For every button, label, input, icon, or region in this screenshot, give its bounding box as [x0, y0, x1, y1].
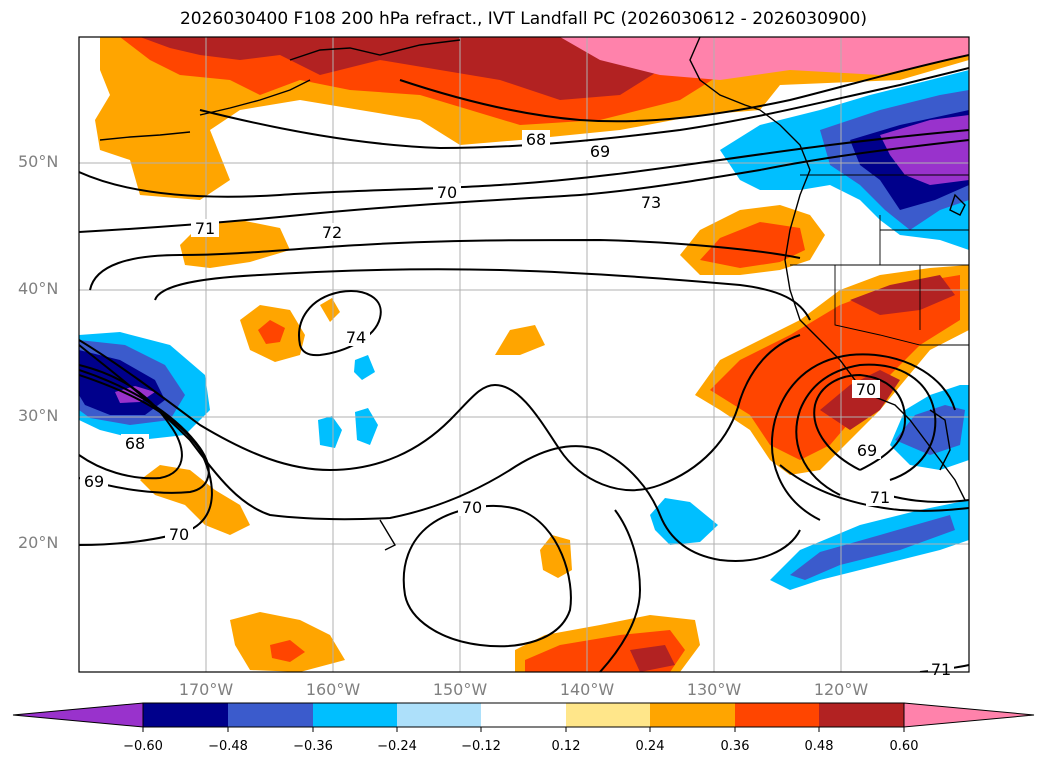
contour-label-72: 72 — [322, 223, 342, 242]
shade-positive-subtrop — [540, 535, 572, 578]
colorbar-bin — [143, 703, 228, 727]
borders — [790, 174, 969, 346]
label-bg-69-east — [853, 441, 881, 459]
map-title: 2026030400 F108 200 hPa refract., IVT La… — [179, 9, 867, 29]
colorbar-max-triangle — [903, 702, 1035, 728]
shade-positive-south-2-max — [630, 645, 675, 672]
contour-label-74: 74 — [346, 328, 366, 347]
colorbar-tick-label: −0.24 — [377, 739, 417, 754]
contour-label-68-top: 68 — [526, 130, 546, 149]
coastlines — [99, 37, 966, 551]
colorbar-outline — [142, 702, 905, 728]
lon-label-140w: 140°W — [559, 680, 615, 699]
shade-positive-nw-coast-2 — [700, 222, 805, 268]
contour-label-69-east: 69 — [857, 441, 877, 460]
shade-positive-south-1-core — [270, 640, 305, 662]
colorbar-tick-label: 0.48 — [804, 739, 834, 754]
colorbar-bin — [735, 703, 819, 727]
shade-negative-south-streak-2 — [790, 515, 955, 580]
colorbar-tick-label: 0.36 — [720, 739, 750, 754]
shade-negative-mid-2 — [318, 416, 342, 448]
contour-label-68-left: 68 — [125, 434, 145, 453]
lon-label-160w: 160°W — [305, 680, 361, 699]
contour-label-70-east: 70 — [856, 380, 876, 399]
label-bg-74 — [342, 328, 370, 346]
contour-label-70-mid: 70 — [462, 498, 482, 517]
shade-negative-mid-3 — [355, 408, 378, 445]
contour-label-69-top: 69 — [590, 142, 610, 161]
label-bg-70-left — [165, 525, 193, 543]
lon-label-170w: 170°W — [178, 680, 234, 699]
graticule — [79, 37, 969, 672]
label-bg-72 — [318, 223, 346, 241]
label-bg-68-left — [121, 434, 149, 452]
shade-positive-north-max — [560, 37, 969, 80]
colorbar-bin — [650, 703, 735, 727]
lat-label-50n: 50°N — [18, 152, 59, 171]
shade-positive-southeast-2 — [710, 275, 960, 460]
label-bg-69-top — [586, 142, 614, 160]
contour-label-71-left: 71 — [195, 219, 215, 238]
lat-label-40n: 40°N — [18, 279, 59, 298]
contour-label-71-east: 71 — [870, 488, 890, 507]
colorbar-bin — [481, 703, 566, 727]
shade-positive-southeast-3 — [850, 275, 955, 315]
colorbar-bin — [819, 703, 904, 727]
contour-label-70-left: 70 — [169, 525, 189, 544]
shade-positive-central-core — [258, 320, 285, 344]
lat-label-20n: 20°N — [18, 533, 59, 552]
label-bg-71-left — [191, 219, 219, 237]
colorbar-min-triangle — [12, 702, 144, 728]
colorbar-tick-label: 0.12 — [551, 739, 581, 754]
contour-labels: 68 69 70 73 71 72 74 68 69 70 70 70 69 7… — [80, 130, 954, 679]
shade-positive-sw — [140, 465, 250, 535]
lon-label-130w: 130°W — [686, 680, 742, 699]
colorbar-tick-label: 0.24 — [635, 739, 665, 754]
colorbar-tick-label: −0.60 — [123, 739, 163, 754]
colorbar-tick-label: −0.48 — [208, 739, 248, 754]
contour-label-70-top: 70 — [437, 183, 457, 202]
colorbar-bin — [397, 703, 481, 727]
label-bg-70-mid — [458, 498, 486, 516]
label-bg-70-east — [852, 380, 880, 398]
colorbar-tick-label: 0.60 — [889, 739, 919, 754]
label-bg-68-top — [522, 130, 550, 148]
colorbar-tick-label: −0.12 — [461, 739, 501, 754]
contour-label-71-corner: 71 — [931, 660, 951, 679]
shade-negative-east — [650, 498, 718, 545]
shade-negative-mid-1 — [354, 355, 375, 380]
colorbar-bin — [566, 703, 650, 727]
label-bg-71-corner — [928, 660, 954, 672]
shade-positive-north-stronger — [140, 37, 660, 100]
lat-label-30n: 30°N — [18, 406, 59, 425]
lon-label-150w: 150°W — [432, 680, 488, 699]
colorbar-bin — [313, 703, 397, 727]
colorbar-bin — [228, 703, 313, 727]
label-bg-71-east — [866, 488, 894, 506]
colorbar-tick-label: −0.36 — [293, 739, 333, 754]
colorbar — [12, 702, 1035, 732]
label-bg-73 — [637, 193, 665, 211]
label-bg-70-top — [433, 183, 461, 201]
lon-label-120w: 120°W — [813, 680, 869, 699]
contour-label-73: 73 — [641, 193, 661, 212]
shade-positive-east-small — [495, 325, 545, 355]
label-bg-69-left — [80, 472, 108, 490]
contour-label-69-left: 69 — [84, 472, 104, 491]
map-frame — [78, 36, 970, 673]
shade-positive-small — [320, 298, 340, 322]
